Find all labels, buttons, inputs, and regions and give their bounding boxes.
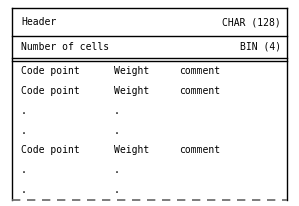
Text: .: . — [21, 185, 27, 195]
Text: Code point: Code point — [21, 145, 80, 155]
Text: Weight: Weight — [114, 66, 149, 76]
Text: Code point: Code point — [21, 66, 80, 76]
Text: comment: comment — [179, 86, 221, 96]
Text: .: . — [21, 165, 27, 175]
Text: comment: comment — [179, 66, 221, 76]
Text: .: . — [114, 165, 120, 175]
Text: comment: comment — [179, 145, 221, 155]
Text: Number of cells: Number of cells — [21, 42, 109, 52]
Text: .: . — [114, 106, 120, 116]
Text: Weight: Weight — [114, 145, 149, 155]
Text: Code point: Code point — [21, 86, 80, 96]
Text: CHAR (128): CHAR (128) — [222, 17, 281, 27]
Text: .: . — [114, 185, 120, 195]
Text: BIN (4): BIN (4) — [240, 42, 281, 52]
Text: Weight: Weight — [114, 86, 149, 96]
Text: .: . — [114, 126, 120, 136]
Text: .: . — [21, 126, 27, 136]
Text: Header: Header — [21, 17, 56, 27]
Text: .: . — [21, 106, 27, 116]
